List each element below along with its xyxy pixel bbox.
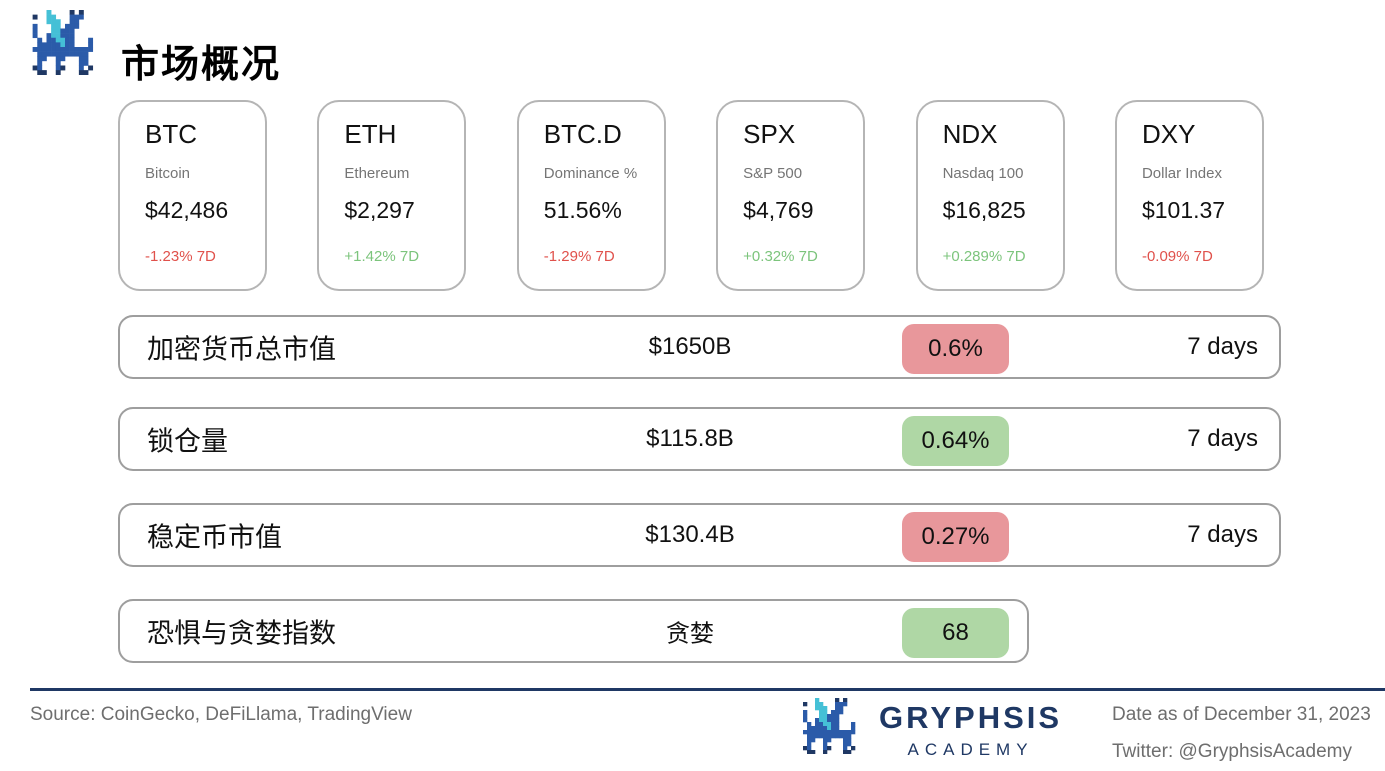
metric-row-tvl: 锁仓量 $115.8B 0.64% 7 days [118,407,1281,471]
metric-row-total-crypto-marketcap: 加密货币总市值 $1650B 0.6% 7 days [118,315,1281,379]
brand-subtitle: ACADEMY [907,740,1034,759]
metric-period: 7 days [1187,333,1258,360]
metric-value: 贪婪 [666,620,714,648]
ticker-name: Nasdaq 100 [942,165,1024,182]
ticker-symbol: DXY [1141,119,1196,149]
ticker-name: Dominance % [543,165,638,182]
metric-period: 7 days [1187,521,1258,548]
ticker-symbol: BTC [145,119,197,149]
footer-date-text: Date as of December 31, 2023 [1112,704,1371,725]
page-title: 市场概况 [121,44,282,86]
ticker-change: -0.09% 7D [1141,248,1213,265]
ticker-symbol: BTC.D [543,119,622,149]
metric-value: $115.8B [646,425,734,452]
ticker-symbol: SPX [743,119,796,149]
ticker-card-btc: BTC Bitcoin $42,486 -1.23% 7D [118,100,267,291]
footer-twitter-text: Twitter: @GryphsisAcademy [1112,741,1352,762]
ticker-name: Bitcoin [145,165,191,182]
metric-change-badge: 0.6% [902,324,1009,374]
ticker-value: $101.37 [1141,197,1226,223]
metric-row-stablecoin-marketcap: 稳定币市值 $130.4B 0.27% 7 days [118,503,1281,567]
metric-change-badge: 68 [902,608,1009,658]
ticker-name: Dollar Index [1141,165,1222,182]
metric-period: 7 days [1187,425,1258,452]
ticker-value: $42,486 [145,197,229,223]
ticker-value: $4,769 [743,197,814,223]
brand-text: GRYPHSIS ACADEMY [879,700,1062,760]
ticker-change: +0.289% 7D [942,248,1026,265]
metric-value: $130.4B [645,521,735,548]
ticker-symbol: ETH [344,119,397,149]
metric-label: 稳定币市值 [147,522,282,553]
ticker-change: -1.29% 7D [543,248,615,265]
ticker-change: -1.23% 7D [145,248,216,265]
ticker-card-spx: SPX S&P 500 $4,769 +0.32% 7D [716,100,866,291]
footer-source-text: Source: CoinGecko, DeFiLlama, TradingVie… [30,704,412,725]
metric-row-fear-greed-index: 恐惧与贪婪指数 贪婪 68 [118,599,1029,663]
ticker-card-dxy: DXY Dollar Index $101.37 -0.09% 7D [1114,100,1264,291]
metric-label: 加密货币总市值 [147,334,336,365]
ticker-value: $2,297 [344,197,415,223]
ticker-name: Ethereum [344,165,410,182]
metric-value: $1650B [648,333,732,360]
footer-brand: GRYPHSIS ACADEMY [799,698,1062,762]
metric-change-badge: 0.27% [902,512,1009,562]
ticker-change: +1.42% 7D [344,248,420,265]
ticker-card-eth: ETH Ethereum $2,297 +1.42% 7D [317,100,467,291]
brand-name: GRYPHSIS [879,700,1063,735]
ticker-card-row: BTC Bitcoin $42,486 -1.23% 7D ETH Ethere… [118,100,1264,291]
metric-change-badge: 0.64% [902,416,1009,466]
ticker-change: +0.32% 7D [743,248,818,265]
ticker-symbol: NDX [942,119,998,149]
ticker-value: 51.56% [543,197,622,223]
ticker-card-ndx: NDX Nasdaq 100 $16,825 +0.289% 7D [915,100,1065,291]
metric-label: 恐惧与贪婪指数 [147,618,336,649]
ticker-name: S&P 500 [743,165,803,182]
gryphsis-dragon-logo-icon [799,698,863,762]
ticker-value: $16,825 [942,197,1026,223]
gryphsis-dragon-logo-icon [28,10,102,84]
footer-divider [30,688,1385,691]
ticker-card-btcd: BTC.D Dominance % 51.56% -1.29% 7D [516,100,666,291]
metric-label: 锁仓量 [147,426,228,457]
